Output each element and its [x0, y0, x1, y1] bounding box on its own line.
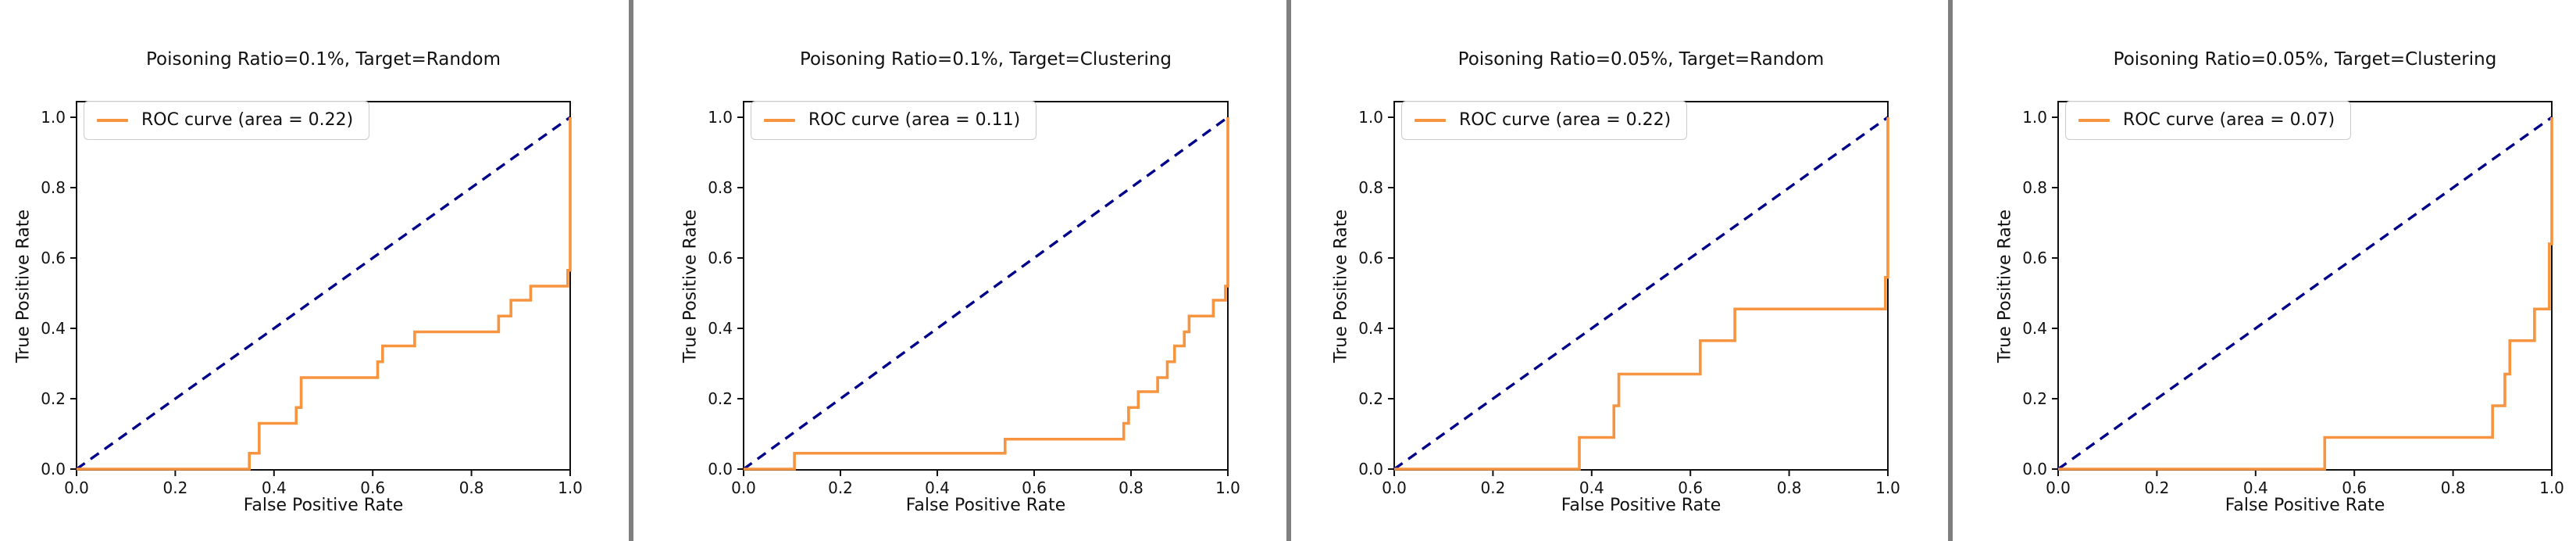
x-tick-label: 0.0: [731, 478, 756, 497]
y-tick-label: 0.0: [2022, 460, 2047, 478]
x-tick-label: 1.0: [1215, 478, 1240, 497]
y-tick-label: 0.8: [2022, 178, 2047, 197]
axes-frame: [1393, 101, 1889, 471]
y-tick-label: 0.8: [708, 178, 733, 197]
legend: ROC curve (area = 0.07): [2065, 101, 2352, 140]
x-tick-label: 0.0: [1382, 478, 1407, 497]
x-tick-label: 0.4: [262, 478, 287, 497]
legend: ROC curve (area = 0.11): [751, 101, 1037, 140]
plot-title: Poisoning Ratio=0.05%, Target=Random: [1457, 49, 1825, 70]
y-tick-label: 0.2: [41, 389, 66, 408]
x-axis-label: False Positive Rate: [2225, 496, 2385, 515]
chance-diagonal-line: [2057, 116, 2553, 471]
chance-diagonal-line: [76, 116, 571, 471]
y-tick-label: 0.2: [708, 389, 733, 408]
roc-panel-2: 0.0 0.2 0.4 0.6 0.8 1.0 0.0 0.2 0.4 0.6 0.8 1.0 Poi…: [633, 0, 1286, 541]
panel-divider: [1286, 0, 1291, 541]
legend-label: ROC curve (area = 0.07): [2123, 110, 2335, 130]
x-tick-label: 0.8: [1119, 478, 1144, 497]
roc-panel-4: 0.0 0.2 0.4 0.6 0.8 1.0 0.0 0.2 0.4 0.6 0.8 1.0 Poi…: [1953, 0, 2576, 541]
x-tick-label: 0.4: [925, 478, 950, 497]
y-tick-label: 0.0: [708, 460, 733, 478]
roc-curve-line: [2058, 117, 2553, 471]
y-tick-label: 0.0: [1358, 460, 1383, 478]
x-axis-label: False Positive Rate: [243, 496, 404, 515]
y-tick-label: 1.0: [1358, 108, 1383, 127]
x-tick-label: 0.2: [2144, 478, 2169, 497]
x-tick-label: 0.4: [1579, 478, 1604, 497]
x-tick-label: 1.0: [558, 478, 583, 497]
x-tick-label: 1.0: [2539, 478, 2564, 497]
legend-label: ROC curve (area = 0.11): [808, 110, 1021, 130]
x-tick-label: 0.2: [162, 478, 187, 497]
axes-frame: [743, 101, 1229, 471]
chance-diagonal-line: [1393, 116, 1889, 471]
legend: ROC curve (area = 0.22): [1401, 101, 1688, 140]
roc-plot-4: 0.0 0.2 0.4 0.6 0.8 1.0 0.0 0.2 0.4 0.6 0.8 1.0: [2022, 101, 2564, 497]
roc-curve-line: [1394, 117, 1889, 471]
y-axis-label: True Positive Rate: [13, 210, 34, 363]
y-tick-label: 0.0: [41, 460, 66, 478]
y-tick-label: 0.6: [708, 249, 733, 267]
y-tick-label: 0.4: [2022, 319, 2047, 338]
y-tick-label: 0.4: [41, 319, 66, 338]
x-tick-label: 0.6: [1678, 478, 1703, 497]
x-tick-label: 1.0: [1875, 478, 1900, 497]
y-tick-label: 0.8: [41, 178, 66, 197]
x-axis-label: False Positive Rate: [905, 496, 1066, 515]
panel-divider: [629, 0, 633, 541]
y-tick-label: 0.2: [2022, 389, 2047, 408]
y-axis-label: True Positive Rate: [680, 210, 701, 363]
x-tick-label: 0.8: [2441, 478, 2466, 497]
roc-plot-2: 0.0 0.2 0.4 0.6 0.8 1.0 0.0 0.2 0.4 0.6 0.8 1.0: [708, 101, 1240, 497]
roc-panel-3: 0.0 0.2 0.4 0.6 0.8 1.0 0.0 0.2 0.4 0.6 0.8 1.0 Poi…: [1291, 0, 1948, 541]
plot-title: Poisoning Ratio=0.05%, Target=Clustering: [2113, 49, 2497, 70]
x-tick-label: 0.6: [1022, 478, 1047, 497]
y-tick-label: 0.6: [41, 249, 66, 267]
y-tick-label: 0.4: [708, 319, 733, 338]
roc-curve-legend-swatch: [1415, 119, 1446, 122]
x-tick-label: 0.0: [64, 478, 89, 497]
x-tick-label: 0.2: [1480, 478, 1505, 497]
x-tick-label: 0.8: [459, 478, 484, 497]
y-tick-label: 0.8: [1358, 178, 1383, 197]
plot-title: Poisoning Ratio=0.1%, Target=Clustering: [799, 49, 1172, 70]
y-tick-label: 0.6: [2022, 249, 2047, 267]
roc-curve-line: [77, 117, 572, 471]
y-tick-label: 0.2: [1358, 389, 1383, 408]
plot-title: Poisoning Ratio=0.1%, Target=Random: [145, 49, 501, 70]
legend: ROC curve (area = 0.22): [84, 101, 370, 140]
y-tick-label: 0.6: [1358, 249, 1383, 267]
roc-plot-3: 0.0 0.2 0.4 0.6 0.8 1.0 0.0 0.2 0.4 0.6 0.8 1.0: [1358, 101, 1900, 497]
panel-divider: [1948, 0, 1953, 541]
axes-frame: [2057, 101, 2553, 471]
x-tick-label: 0.0: [2046, 478, 2071, 497]
x-tick-label: 0.4: [2243, 478, 2268, 497]
roc-curve-legend-swatch: [2078, 119, 2110, 122]
x-tick-label: 0.6: [360, 478, 385, 497]
y-tick-label: 1.0: [41, 108, 66, 127]
roc-panel-1: 0.0 0.2 0.4 0.6 0.8 1.0 0.0 0.2 0.4 0.6 0.8 1.0 Poi…: [0, 0, 629, 541]
y-axis-label: True Positive Rate: [1995, 210, 2015, 363]
legend-label: ROC curve (area = 0.22): [141, 110, 354, 130]
chance-diagonal-line: [743, 116, 1229, 471]
y-tick-label: 1.0: [708, 108, 733, 127]
legend-label: ROC curve (area = 0.22): [1459, 110, 1672, 130]
roc-plot-1: 0.0 0.2 0.4 0.6 0.8 1.0 0.0 0.2 0.4 0.6 0.8 1.0: [41, 101, 583, 497]
axes-frame: [76, 101, 571, 471]
x-tick-label: 0.2: [828, 478, 853, 497]
roc-curve-line: [744, 117, 1229, 471]
x-tick-label: 0.6: [2342, 478, 2367, 497]
y-tick-label: 0.4: [1358, 319, 1383, 338]
y-tick-label: 1.0: [2022, 108, 2047, 127]
roc-curve-legend-swatch: [764, 119, 795, 122]
y-axis-label: True Positive Rate: [1331, 210, 1351, 363]
x-tick-label: 0.8: [1777, 478, 1802, 497]
x-axis-label: False Positive Rate: [1561, 496, 1721, 515]
roc-curve-legend-swatch: [97, 119, 128, 122]
